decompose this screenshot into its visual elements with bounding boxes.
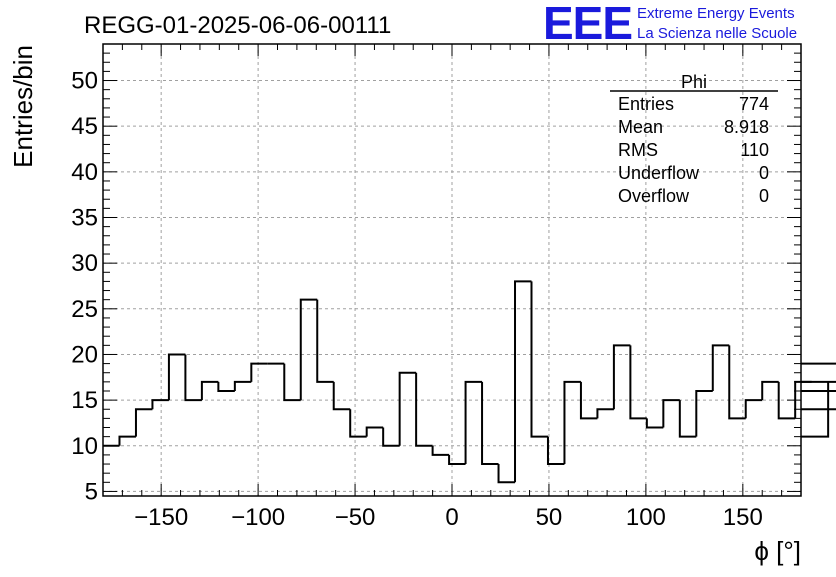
x-tick-label: 150 xyxy=(723,504,763,531)
histogram-bin xyxy=(711,344,730,391)
histogram-bin xyxy=(579,381,598,420)
stats-value-mean: 8.918 xyxy=(724,117,769,137)
y-tick-label: 50 xyxy=(71,68,98,95)
stats-label-mean: Mean xyxy=(618,117,663,137)
logo-line-2: La Scienza nelle Scuole xyxy=(637,25,797,42)
histogram-bin xyxy=(801,389,836,392)
stats-value-rms: 110 xyxy=(740,140,769,160)
histogram-bin xyxy=(629,345,647,420)
y-tick-label: 5 xyxy=(85,478,98,505)
histogram-bin xyxy=(695,389,713,437)
y-tick-label: 25 xyxy=(71,296,98,323)
histogram-bin xyxy=(349,409,367,438)
y-tick-label: 35 xyxy=(71,204,98,231)
x-tick-label: 0 xyxy=(445,504,458,531)
histogram-bin xyxy=(332,381,351,411)
x-tick-label: −50 xyxy=(335,504,376,531)
stats-value-entries: 774 xyxy=(739,94,769,114)
run-title: REGG-01-2025-06-06-00111 xyxy=(84,12,391,39)
y-axis-label: Entries/bin xyxy=(8,45,38,168)
histogram-bin xyxy=(744,399,763,419)
y-tick-label: 40 xyxy=(71,159,98,186)
stats-label-rms: RMS xyxy=(618,140,658,160)
histogram-step-line xyxy=(103,280,836,484)
histogram-bin xyxy=(217,381,235,392)
histogram-bin xyxy=(398,371,417,446)
stats-value-overflow: 0 xyxy=(759,186,769,206)
histogram-bin xyxy=(365,426,384,437)
eee-logo-icon: EEE xyxy=(543,0,632,49)
histogram-bin xyxy=(167,353,186,401)
y-tick-label: 10 xyxy=(71,433,98,460)
histogram-bin xyxy=(662,399,680,428)
histogram-bin xyxy=(134,408,153,437)
logo-line-1: Extreme Energy Events xyxy=(637,5,795,22)
histogram-bin xyxy=(151,399,169,410)
histogram-bin xyxy=(233,380,252,391)
x-tick-label: −100 xyxy=(231,504,285,531)
histogram-bin xyxy=(514,280,532,483)
x-axis-label: ϕ [°] xyxy=(754,536,801,566)
histogram-bin xyxy=(596,408,614,419)
histogram-bin xyxy=(118,435,136,446)
histogram-bin xyxy=(299,298,318,401)
histogram-bin xyxy=(801,380,836,383)
histogram-bin xyxy=(481,381,499,466)
histogram-bin xyxy=(382,427,400,447)
x-tick-label: 100 xyxy=(626,504,666,531)
histogram-bin xyxy=(801,381,830,438)
histogram-bin xyxy=(184,354,202,402)
histogram-bin xyxy=(546,436,565,466)
histogram-bin xyxy=(283,363,301,402)
histogram-bin xyxy=(200,380,219,401)
histogram-bin xyxy=(728,345,746,420)
x-tick-label: 50 xyxy=(536,504,563,531)
histogram-bin xyxy=(431,445,450,456)
x-axis-ticks: −150 −100 −50 0 50 100 150 xyxy=(102,44,802,531)
histogram-bin xyxy=(448,454,466,466)
histogram-bin xyxy=(464,380,483,465)
histogram-bin xyxy=(777,381,796,420)
histogram-bin xyxy=(316,299,334,383)
stats-label-entries: Entries xyxy=(618,94,674,114)
histogram-bin xyxy=(645,418,664,429)
histogram-bin xyxy=(530,281,548,438)
histogram-bin xyxy=(678,400,697,438)
y-tick-label: 30 xyxy=(71,250,98,277)
histogram-bin xyxy=(415,372,433,447)
y-tick-label: 20 xyxy=(71,341,98,368)
stats-label-overflow: Overflow xyxy=(618,186,690,206)
stats-label-underflow: Underflow xyxy=(618,163,700,183)
stats-title: Phi xyxy=(681,72,707,92)
x-tick-label: −150 xyxy=(134,504,188,531)
y-tick-label: 15 xyxy=(71,387,98,414)
histogram-bin xyxy=(497,464,516,484)
histogram-bin xyxy=(612,344,631,410)
histogram-bin xyxy=(801,408,836,411)
histogram-bin xyxy=(563,380,581,465)
histogram-bin xyxy=(761,380,779,401)
stats-box: Phi Entries 774 Mean 8.918 RMS 110 Under… xyxy=(610,72,778,206)
grid-lines xyxy=(103,44,801,496)
y-tick-label: 45 xyxy=(71,113,98,140)
stats-value-underflow: 0 xyxy=(759,163,769,183)
histogram-bin xyxy=(250,362,268,382)
histogram-bin xyxy=(801,362,836,365)
y-axis-ticks: 5 10 15 20 25 30 35 40 45 50 xyxy=(71,52,801,505)
